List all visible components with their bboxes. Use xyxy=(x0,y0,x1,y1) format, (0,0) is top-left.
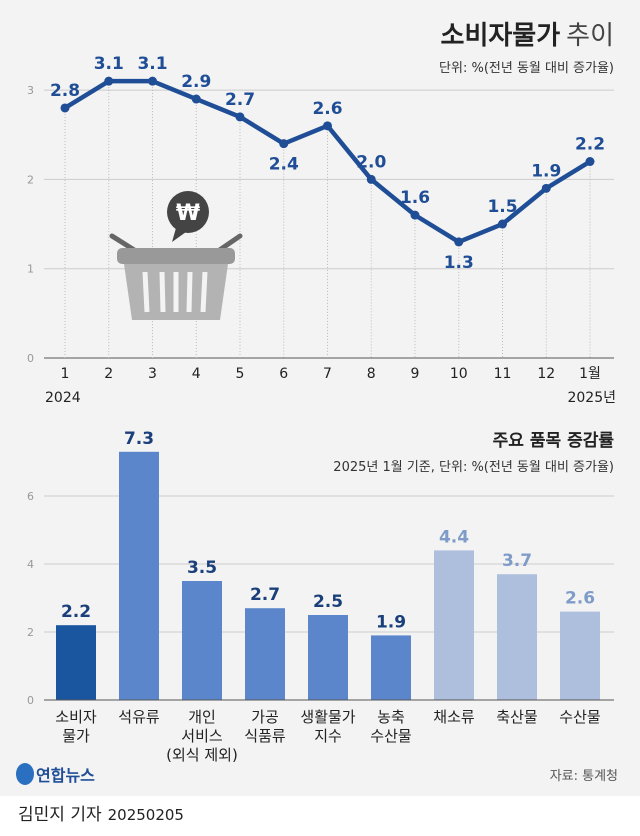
data-label: 1.5 xyxy=(487,197,517,217)
x-category-label: 채소류 xyxy=(433,708,475,726)
data-label: 3.1 xyxy=(94,54,124,74)
data-label: 3.1 xyxy=(137,54,167,74)
data-point xyxy=(585,157,595,167)
bar-value-label: 7.3 xyxy=(124,429,154,449)
x-tick-label: 9 xyxy=(411,366,420,382)
x-tick-label: 12 xyxy=(537,366,555,382)
bar-value-label: 4.4 xyxy=(439,527,469,547)
bar xyxy=(560,611,600,700)
x-category-label: 식품류 xyxy=(244,727,286,745)
bar-value-label: 1.9 xyxy=(376,612,406,632)
x-tick-label: 8 xyxy=(367,366,376,382)
data-point xyxy=(148,76,157,86)
y-tick-label: 3 xyxy=(27,84,34,97)
publish-date: 20250205 xyxy=(107,806,184,824)
y-tick-label: 6 xyxy=(27,490,34,503)
bar xyxy=(56,625,96,700)
x-tick-label: 2 xyxy=(104,366,113,382)
bar-value-label: 2.7 xyxy=(250,585,280,605)
bar-chart-title: 주요 품목 증감률 xyxy=(493,431,615,451)
data-point xyxy=(410,210,420,220)
bar-value-label: 2.5 xyxy=(313,592,343,612)
line-chart-subtitle: 단위: %(전년 동월 대비 증가율) xyxy=(439,61,614,76)
data-label: 2.9 xyxy=(181,72,211,92)
y-tick-label: 1 xyxy=(27,263,34,276)
data-point xyxy=(60,103,70,113)
bar xyxy=(245,608,285,700)
data-point xyxy=(235,112,245,122)
x-category-label: 수산물 xyxy=(559,708,600,726)
x-category-label: 농축 xyxy=(377,708,405,726)
data-point xyxy=(454,237,464,247)
x-category-label: 생활물가 xyxy=(300,708,355,726)
shopping-basket-icon: ₩ xyxy=(109,191,243,320)
y-tick-label: 2 xyxy=(27,626,34,639)
y-tick-label: 0 xyxy=(27,352,34,365)
bar xyxy=(497,574,537,700)
svg-text:₩: ₩ xyxy=(176,201,200,226)
source-label: 자료: 통계청 xyxy=(550,769,618,784)
data-point xyxy=(279,139,289,149)
y-tick-label: 0 xyxy=(27,694,34,707)
data-label: 2.4 xyxy=(269,155,299,175)
year-label-end: 2025년 xyxy=(567,390,616,406)
data-label: 1.9 xyxy=(531,161,561,181)
x-category-label: 개인 xyxy=(188,708,216,726)
x-tick-label: 1월 xyxy=(579,366,601,382)
data-label: 2.0 xyxy=(356,152,386,172)
x-category-label: 석유류 xyxy=(118,708,160,726)
bar-value-label: 3.7 xyxy=(502,551,532,571)
bar xyxy=(371,635,411,700)
x-tick-label: 10 xyxy=(450,366,468,382)
x-category-label: 소비자 xyxy=(55,708,97,726)
x-category-label: 지수 xyxy=(314,727,342,745)
data-point xyxy=(498,219,507,229)
y-tick-label: 4 xyxy=(27,558,34,571)
x-tick-label: 11 xyxy=(494,366,512,382)
bar xyxy=(308,615,348,700)
x-category-label: 물가 xyxy=(62,727,90,745)
byline: 김민지 기자 20250205 xyxy=(18,800,184,825)
x-category-label: 수산물 xyxy=(370,727,411,745)
x-category-label: 축산물 xyxy=(496,708,537,726)
data-point xyxy=(104,76,114,86)
bar-value-label: 2.6 xyxy=(565,589,595,609)
data-point xyxy=(191,94,201,104)
data-label: 2.2 xyxy=(575,135,605,155)
data-label: 2.7 xyxy=(225,90,255,110)
data-label: 1.3 xyxy=(444,253,474,273)
x-category-label: 서비스 xyxy=(181,727,223,745)
author: 김민지 기자 xyxy=(18,805,102,825)
data-point xyxy=(366,174,376,184)
line-chart-title: 소비자물가 추이 xyxy=(441,21,614,51)
svg-text:연합뉴스: 연합뉴스 xyxy=(36,766,95,785)
bar-value-label: 3.5 xyxy=(187,558,217,578)
bar xyxy=(434,550,474,700)
x-category-label: (외식 제외) xyxy=(166,746,238,764)
bar-value-label: 2.2 xyxy=(61,602,91,622)
bar-chart-subtitle: 2025년 1월 기준, 단위: %(전년 동월 대비 증가율) xyxy=(333,460,614,475)
bar xyxy=(119,451,159,700)
x-tick-label: 5 xyxy=(236,366,245,382)
year-label-start: 2024 xyxy=(45,390,81,406)
data-point xyxy=(323,121,332,131)
data-label: 2.6 xyxy=(312,99,342,119)
x-tick-label: 3 xyxy=(148,366,157,382)
x-category-label: 가공 xyxy=(251,708,279,726)
x-tick-label: 6 xyxy=(279,366,288,382)
x-tick-label: 7 xyxy=(323,366,332,382)
data-label: 1.6 xyxy=(400,188,430,208)
y-tick-label: 2 xyxy=(27,173,34,186)
yonhap-logo: 연합뉴스 xyxy=(16,763,95,785)
data-point xyxy=(541,183,551,193)
data-label: 2.8 xyxy=(50,81,80,101)
bar xyxy=(182,581,222,700)
x-tick-label: 1 xyxy=(61,366,70,382)
x-tick-label: 4 xyxy=(192,366,201,382)
